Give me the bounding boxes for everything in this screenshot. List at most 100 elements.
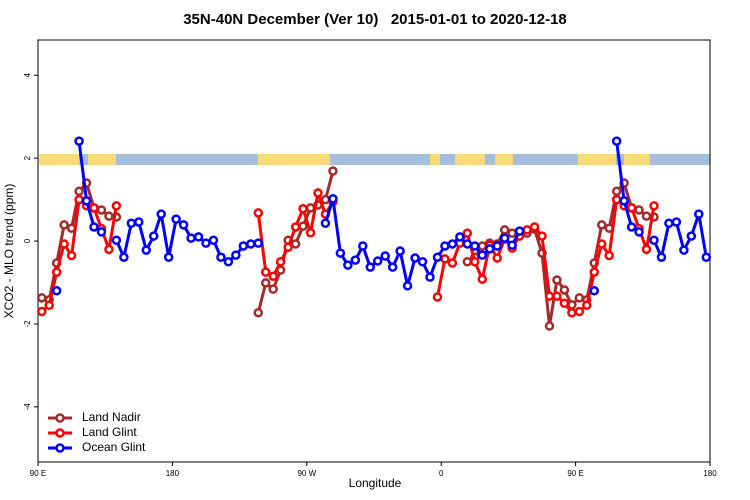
data-point: [634, 227, 644, 237]
data-point: [440, 241, 450, 251]
data-point: [268, 284, 278, 294]
land-band: [578, 154, 616, 165]
data-point: [171, 214, 181, 224]
data-point: [507, 240, 517, 250]
data-point: [372, 256, 383, 266]
data-point: [231, 250, 241, 260]
land-band: [430, 154, 440, 165]
data-point: [402, 281, 413, 291]
data-point: [611, 194, 622, 205]
data-point: [507, 228, 517, 238]
data-point: [432, 252, 443, 262]
legend-label: Land Glint: [82, 425, 137, 439]
data-point: [298, 203, 308, 214]
data-point: [96, 227, 107, 237]
data-point: [208, 235, 219, 245]
data-point: [365, 262, 376, 272]
data-point: [74, 186, 84, 197]
data-point: [604, 250, 614, 261]
y-tick-label: 2: [23, 155, 32, 160]
land-ocean-band: [39, 154, 710, 165]
data-point: [126, 218, 137, 228]
x-tick-label: 90 E: [567, 469, 583, 478]
data-point: [328, 166, 338, 176]
land-band: [39, 154, 79, 165]
data-point: [246, 239, 256, 249]
y-tick-label: 4: [23, 72, 32, 77]
ocean-band: [39, 154, 710, 165]
data-point: [81, 196, 92, 206]
data-point: [51, 267, 62, 277]
data-point: [163, 252, 174, 262]
data-point: [134, 217, 144, 227]
data-point: [611, 136, 622, 146]
data-point: [268, 271, 278, 282]
data-point: [283, 242, 293, 253]
data-point: [477, 241, 488, 251]
data-point: [447, 258, 458, 268]
data-point: [596, 239, 607, 249]
data-point: [59, 239, 69, 249]
data-point: [664, 218, 674, 228]
data-point: [499, 225, 510, 235]
data-point: [178, 220, 189, 230]
land-band: [258, 154, 330, 165]
data-point: [305, 203, 316, 213]
data-point: [552, 275, 562, 285]
data-point: [260, 267, 271, 277]
data-point: [358, 241, 368, 251]
y-tick-label: 0: [23, 238, 32, 243]
data-point: [320, 218, 331, 228]
data-point: [634, 205, 644, 215]
data-point: [51, 286, 62, 296]
data-point: [641, 211, 652, 221]
data-point: [410, 253, 420, 263]
data-point: [567, 308, 577, 318]
data-point: [343, 260, 353, 270]
data-point: [253, 208, 264, 218]
data-point: [544, 291, 555, 301]
data-point: [395, 246, 405, 256]
land-band: [88, 154, 116, 165]
data-point: [619, 196, 629, 206]
data-point: [679, 245, 689, 255]
y-axis-label: XCO2 - MLO trend (ppm): [2, 184, 16, 319]
data-point: [589, 286, 600, 296]
data-point: [477, 250, 488, 260]
data-point: [552, 291, 562, 301]
data-point: [89, 222, 99, 232]
x-tick-label: 0: [439, 469, 444, 478]
data-point: [305, 228, 316, 238]
data-point: [148, 231, 159, 241]
data-point: [492, 241, 502, 251]
data-point: [417, 257, 428, 267]
legend-label: Ocean Glint: [82, 440, 146, 454]
data-point: [223, 257, 234, 267]
data-point: [104, 244, 114, 255]
x-tick-label: 90 E: [30, 469, 46, 478]
data-point: [238, 241, 249, 251]
data-point: [649, 235, 659, 245]
data-point: [290, 239, 301, 249]
data-point: [462, 257, 473, 267]
x-axis-label: Longitude: [349, 476, 402, 490]
land-band: [624, 154, 650, 165]
data-point: [74, 194, 84, 205]
data-point: [186, 233, 196, 243]
data-point: [36, 306, 47, 317]
data-point: [253, 238, 264, 248]
data-point: [290, 222, 301, 232]
data-point: [260, 278, 271, 288]
data-point: [626, 222, 637, 232]
data-point: [216, 252, 226, 262]
data-point: [253, 308, 264, 318]
data-point: [111, 201, 122, 211]
data-point: [111, 235, 122, 245]
data-point: [686, 231, 697, 241]
data-point: [201, 238, 211, 248]
legend-marker: [55, 413, 65, 423]
data-point: [514, 226, 525, 236]
data-point: [559, 298, 570, 308]
data-point: [298, 221, 308, 231]
data-point: [440, 254, 450, 264]
